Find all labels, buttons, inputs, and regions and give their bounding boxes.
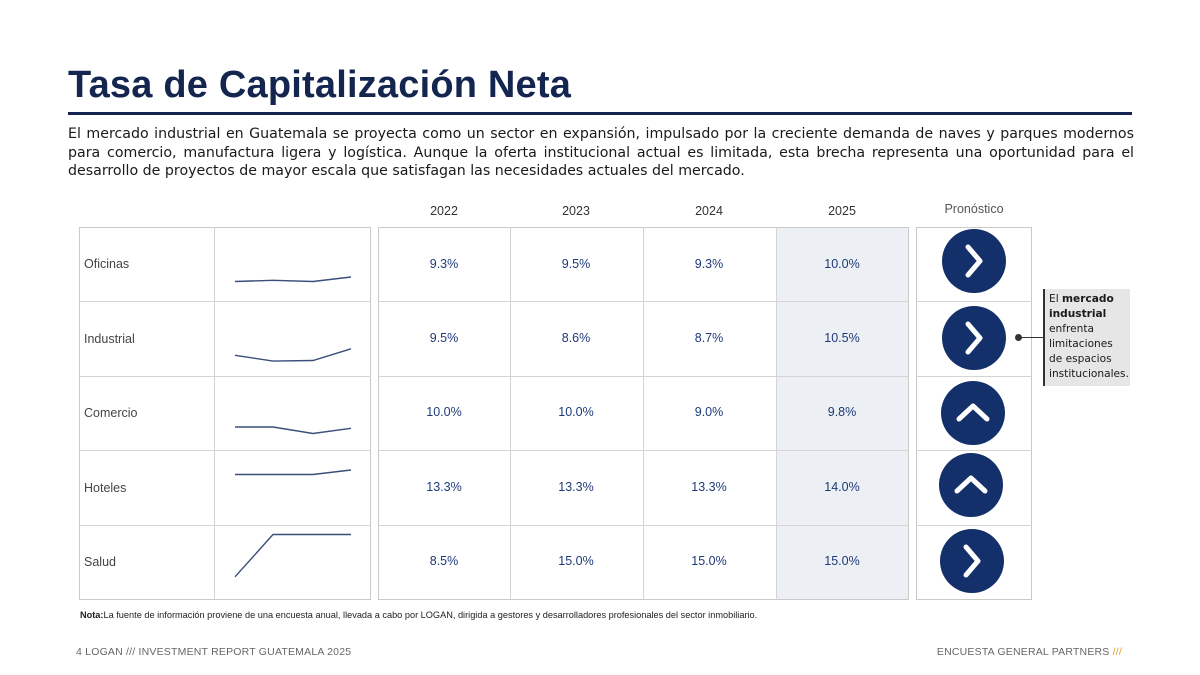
grid-line xyxy=(643,227,644,600)
grid-line xyxy=(79,450,371,451)
grid-line xyxy=(214,227,215,600)
value-hoteles-2024: 13.3% xyxy=(691,480,727,494)
grid-line xyxy=(378,450,909,451)
note-text: La fuente de información proviene de una… xyxy=(103,610,758,620)
note-label: Nota: xyxy=(80,610,104,620)
grid-line xyxy=(79,525,371,526)
value-comercio-2024: 9.0% xyxy=(694,405,724,419)
value-oficinas-2022: 9.3% xyxy=(429,257,459,271)
row-label-hoteles: Hoteles xyxy=(84,481,127,495)
value-oficinas-2024: 9.3% xyxy=(694,257,724,271)
callout-connector-dot xyxy=(1015,334,1022,341)
forecast-salud xyxy=(940,529,1004,593)
table-label-box xyxy=(79,227,371,600)
sparkline-line xyxy=(235,426,352,435)
sparkline-line xyxy=(234,348,352,362)
sparkline-comercio xyxy=(235,426,352,435)
forecast-comercio xyxy=(941,381,1005,445)
forecast-hoteles xyxy=(939,453,1003,517)
year-header-2024: 2024 xyxy=(695,204,723,218)
chevron-right-icon xyxy=(965,321,983,355)
year-header-2023: 2023 xyxy=(562,204,590,218)
sparkline-hoteles xyxy=(235,469,352,476)
callout-prefix: El xyxy=(1049,293,1059,305)
grid-line xyxy=(916,376,1032,377)
intro-paragraph: El mercado industrial en Guatemala se pr… xyxy=(68,126,1134,180)
callout-bold: mercado industrial xyxy=(1049,293,1114,320)
forecast-oficinas xyxy=(942,229,1006,293)
forecast-header: Pronóstico xyxy=(944,202,1004,216)
grid-line xyxy=(916,301,1032,302)
value-salud-2022: 8.5% xyxy=(429,554,459,568)
page-title: Tasa de Capitalización Neta xyxy=(68,64,572,106)
sparkline-line xyxy=(235,469,352,476)
value-hoteles-2025: 14.0% xyxy=(824,480,860,494)
row-label-salud: Salud xyxy=(84,555,116,569)
forecast-industrial xyxy=(942,306,1006,370)
value-salud-2023: 15.0% xyxy=(558,554,594,568)
chevron-right-icon xyxy=(965,244,983,278)
grid-line xyxy=(378,525,909,526)
value-hoteles-2022: 13.3% xyxy=(426,480,462,494)
footer-right: ENCUESTA GENERAL PARTNERS /// xyxy=(937,646,1122,658)
chevron-right-icon xyxy=(963,544,981,578)
highlight-column-2025 xyxy=(776,227,908,599)
footer-right-slashes: /// xyxy=(1112,646,1122,658)
value-hoteles-2023: 13.3% xyxy=(558,480,594,494)
industrial-callout: El mercado industrial enfrenta limitacio… xyxy=(1043,289,1130,386)
value-industrial-2025: 10.5% xyxy=(824,331,860,345)
value-comercio-2022: 10.0% xyxy=(426,405,462,419)
value-oficinas-2023: 9.5% xyxy=(561,257,591,271)
value-industrial-2023: 8.6% xyxy=(561,331,591,345)
grid-line xyxy=(378,301,909,302)
year-header-2022: 2022 xyxy=(430,204,458,218)
row-label-oficinas: Oficinas xyxy=(84,257,130,271)
value-salud-2025: 15.0% xyxy=(824,554,860,568)
chevron-up-icon xyxy=(954,475,988,494)
grid-line xyxy=(916,450,1032,451)
grid-line xyxy=(378,376,909,377)
value-industrial-2022: 9.5% xyxy=(429,331,459,345)
sparkline-line xyxy=(234,276,352,283)
sparkline-line xyxy=(234,533,351,578)
sparkline-oficinas xyxy=(234,276,352,283)
forecast-box xyxy=(916,227,1032,600)
grid-line xyxy=(79,376,371,377)
source-note: Nota:La fuente de información proviene d… xyxy=(80,610,757,620)
value-oficinas-2025: 10.0% xyxy=(824,257,860,271)
chevron-up-icon xyxy=(956,403,990,422)
sparkline-salud xyxy=(234,533,351,578)
footer-left: 4 LOGAN /// INVESTMENT REPORT GUATEMALA … xyxy=(76,646,352,658)
sparkline-industrial xyxy=(234,348,352,362)
value-salud-2024: 15.0% xyxy=(691,554,727,568)
grid-line xyxy=(916,525,1032,526)
year-header-2025: 2025 xyxy=(828,204,856,218)
callout-suffix: enfrenta limitaciones de espacios instit… xyxy=(1049,323,1129,380)
row-label-comercio: Comercio xyxy=(84,406,138,420)
value-industrial-2024: 8.7% xyxy=(694,331,724,345)
title-divider xyxy=(68,112,1132,115)
grid-line xyxy=(776,227,777,600)
callout-connector-line xyxy=(1019,337,1043,338)
grid-line xyxy=(510,227,511,600)
row-label-industrial: Industrial xyxy=(84,332,135,346)
value-comercio-2023: 10.0% xyxy=(558,405,594,419)
value-comercio-2025: 9.8% xyxy=(827,405,857,419)
footer-right-text: ENCUESTA GENERAL PARTNERS xyxy=(936,646,1110,658)
grid-line xyxy=(79,301,371,302)
